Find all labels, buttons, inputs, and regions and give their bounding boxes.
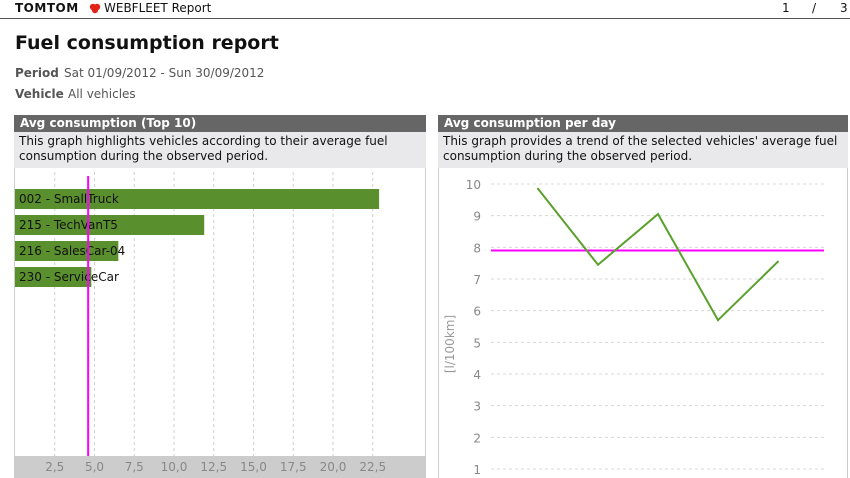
x-tick-label: 7,5 — [125, 460, 144, 474]
x-tick-label: 15,0 — [240, 460, 267, 474]
data-point — [597, 263, 599, 266]
x-tick-label: 2,5 — [45, 460, 64, 474]
right-panel-description: This graph provides a trend of the selec… — [438, 132, 848, 168]
bar-label: 002 - SmallTruck — [19, 192, 119, 206]
data-point — [657, 213, 659, 216]
x-tick-label: 10,0 — [161, 460, 188, 474]
right-panel-title: Avg consumption per day — [438, 115, 848, 132]
y-tick-label: 3 — [473, 400, 481, 414]
brand-logo: TOMTOM — [15, 1, 79, 15]
bar-label: 215 - TechVanT5 — [19, 218, 118, 232]
page-separator: / — [812, 1, 817, 15]
data-point — [717, 319, 719, 322]
y-tick-label: 7 — [473, 273, 481, 287]
right-panel-body: 10 9 8 7 6 5 4 3 2 1 [l/100km] — [438, 168, 848, 478]
page-total: 3 — [840, 1, 848, 15]
avg-consumption-line-chart: 10 9 8 7 6 5 4 3 2 1 [l/100km] — [443, 178, 824, 477]
bar — [15, 215, 205, 235]
bar — [15, 189, 380, 209]
y-tick-label: 1 — [473, 463, 481, 477]
y-tick-label: 6 — [473, 305, 481, 319]
page-current: 1 — [782, 1, 790, 15]
tomtom-hands-icon — [89, 3, 101, 14]
bar-label: 230 - ServiceCar — [19, 270, 119, 284]
period-label: Period — [15, 66, 59, 80]
vehicle-value: All vehicles — [68, 87, 136, 101]
series-line — [537, 188, 779, 322]
x-tick-label: 20,0 — [320, 460, 347, 474]
x-axis-band — [15, 456, 425, 478]
y-tick-label: 9 — [473, 210, 481, 224]
y-tick-label: 4 — [473, 368, 481, 382]
avg-consumption-bar-chart: 002 - SmallTruck 215 - TechVanT5 216 - Sal… — [15, 172, 425, 478]
x-tick-label: 12,5 — [200, 460, 227, 474]
bar-label: 216 - SalesCar-04 — [19, 244, 125, 258]
report-header-bar: TOMTOM WEBFLEET Report 1 / 3 — [0, 0, 850, 19]
left-panel-body: 002 - SmallTruck 215 - TechVanT5 216 - Sal… — [14, 168, 426, 478]
y-tick-label: 10 — [466, 178, 481, 192]
y-tick-label: 2 — [473, 431, 481, 445]
bar — [15, 241, 119, 261]
bar — [15, 267, 92, 287]
x-tick-label: 22,5 — [359, 460, 386, 474]
data-point — [537, 187, 539, 190]
period-value: Sat 01/09/2012 - Sun 30/09/2012 — [64, 66, 265, 80]
data-point — [777, 260, 779, 263]
vehicle-label: Vehicle — [15, 87, 64, 101]
product-name: WEBFLEET Report — [104, 1, 212, 15]
page-title: Fuel consumption report — [15, 32, 279, 54]
y-axis-label: [l/100km] — [443, 315, 457, 373]
x-tick-label: 5,0 — [85, 460, 104, 474]
left-panel-description: This graph highlights vehicles according… — [14, 132, 426, 168]
left-panel-title: Avg consumption (Top 10) — [14, 115, 426, 132]
y-tick-label: 8 — [473, 241, 481, 255]
y-tick-label: 5 — [473, 336, 481, 350]
x-tick-label: 17,5 — [280, 460, 307, 474]
